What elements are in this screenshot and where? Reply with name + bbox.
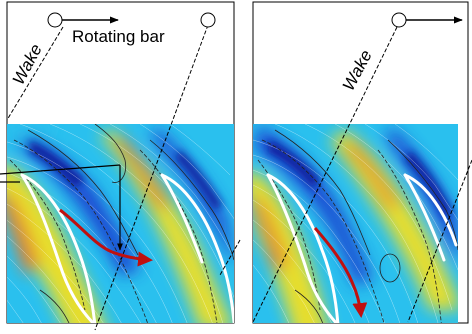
callout-connector xyxy=(0,164,123,251)
wake-line xyxy=(6,26,64,121)
flow-direction-arrow xyxy=(313,227,368,318)
blade-profile xyxy=(160,173,204,264)
rotating-bar-label: Rotating bar xyxy=(72,27,165,46)
blade-profile xyxy=(403,173,446,262)
rotating-bar-marker xyxy=(391,12,407,28)
left-streamlines xyxy=(7,124,234,323)
left-panel: Rotating bar Wake xyxy=(0,1,241,331)
wake-line xyxy=(219,239,241,276)
wake-line xyxy=(252,26,398,323)
left-blades xyxy=(20,173,234,323)
rotating-bar-marker xyxy=(200,12,216,28)
left-velocity-field xyxy=(7,124,234,323)
right-wake-lines xyxy=(252,26,472,323)
rotating-bar-marker xyxy=(47,12,63,28)
blade-profile xyxy=(266,173,340,323)
flow-direction-arrow xyxy=(59,208,153,267)
blade-profile xyxy=(20,173,96,323)
right-blades xyxy=(266,173,458,323)
blade-profile xyxy=(403,173,458,247)
wake-line xyxy=(407,159,472,323)
right-streamlines xyxy=(253,124,458,323)
right-velocity-field xyxy=(253,124,458,323)
blade-profile xyxy=(20,173,97,323)
blade-profile xyxy=(266,173,339,323)
left-wake-lines xyxy=(6,24,241,331)
blade-profile xyxy=(160,173,234,323)
right-panel: Wake xyxy=(252,1,472,324)
wake-line xyxy=(94,24,209,331)
